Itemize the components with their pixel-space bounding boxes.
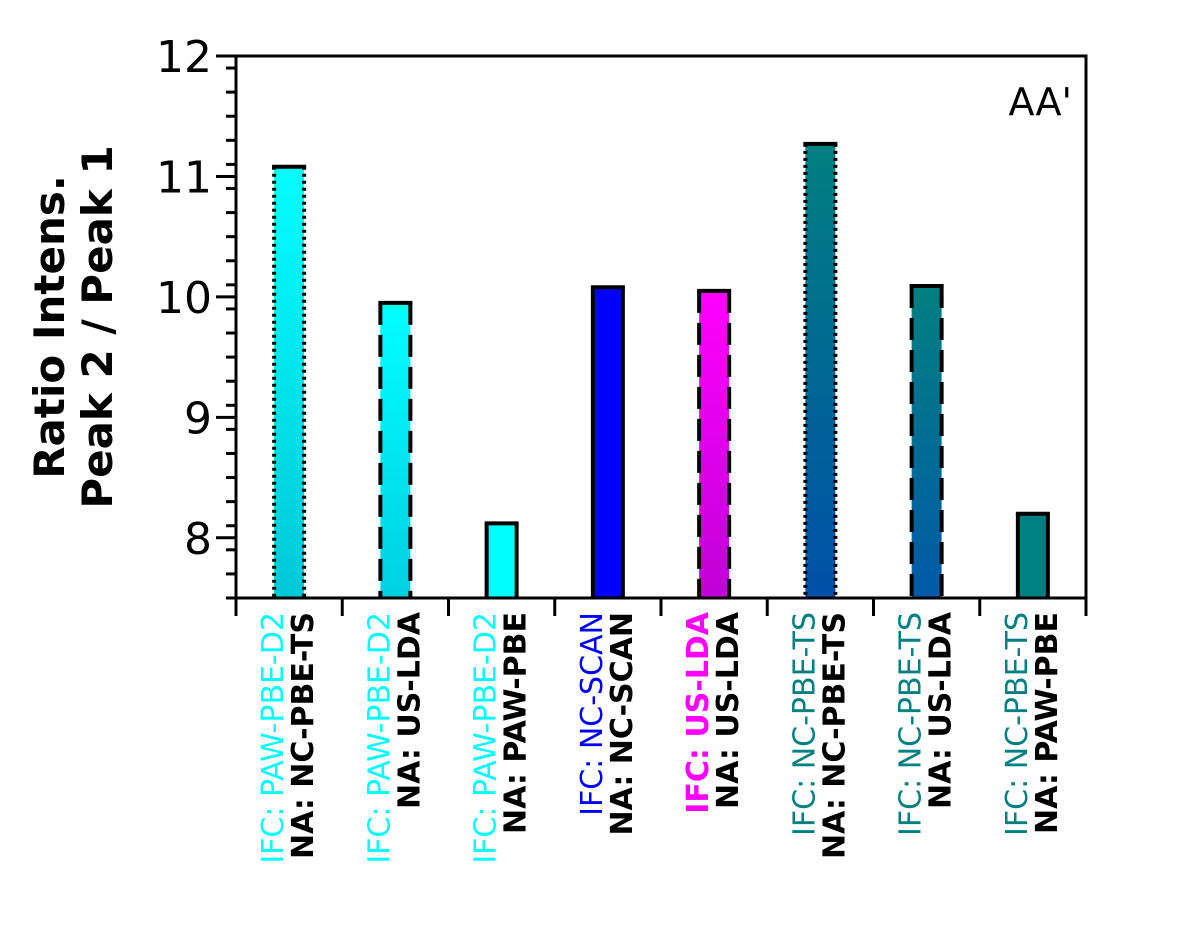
x-tick-label-na: NA: US-LDA — [392, 611, 427, 809]
y-tick-label: 11 — [156, 152, 212, 203]
bar-outline-1 — [272, 164, 307, 598]
x-tick-label-ifc: IFC: PAW-PBE-D2 — [256, 612, 291, 864]
x-tick-label-na: NA: PAW-PBE — [1030, 612, 1065, 834]
bar-outline-4 — [590, 285, 625, 598]
bar-5 — [699, 290, 730, 598]
bar-6 — [805, 143, 836, 598]
bar-outline-2 — [378, 300, 413, 598]
y-axis: 8 9 10 11 12 — [156, 32, 236, 600]
bar-outline-8 — [1015, 511, 1050, 598]
bar-outline-5 — [697, 288, 732, 598]
bar-3 — [486, 523, 517, 598]
bar-outline-6 — [803, 141, 838, 598]
x-tick-label-na: NA: NC-PBE-TS — [817, 612, 852, 859]
x-tick-label-ifc: IFC: PAW-PBE-D2 — [362, 612, 397, 864]
y-tick-label: 9 — [184, 393, 212, 444]
x-tick-label-ifc: IFC: US-LDA — [681, 611, 716, 814]
y-axis-label-line1: Ratio Intens. — [25, 175, 74, 479]
y-axis-label: Ratio Intens. Peak 2 / Peak 1 — [25, 145, 122, 508]
x-tick-label-na: NA: US-LDA — [711, 611, 746, 809]
x-tick-label-ifc: IFC: NC-PBE-TS — [1000, 612, 1035, 836]
bars — [272, 141, 1050, 598]
x-tick-label-ifc: IFC: NC-PBE-TS — [787, 612, 822, 836]
y-tick-label: 12 — [156, 32, 212, 83]
x-tick-label-na: NA: PAW-PBE — [499, 612, 534, 834]
bar-8 — [1017, 513, 1048, 598]
bar-outline-7 — [909, 284, 944, 598]
x-tick-label-na: NA: US-LDA — [924, 611, 959, 809]
bar-outline-3 — [484, 521, 519, 598]
chart-annotation: AA' — [1009, 80, 1073, 124]
y-tick-label: 8 — [184, 514, 212, 565]
bar-4 — [592, 287, 623, 598]
y-tick-label: 10 — [156, 273, 212, 324]
x-tick-label-ifc: IFC: PAW-PBE-D2 — [469, 612, 504, 864]
plot-frame — [234, 54, 1088, 600]
x-tick-label-na: NA: NC-SCAN — [605, 612, 640, 836]
x-tick-label-na: NA: NC-PBE-TS — [286, 612, 321, 859]
x-tick-label-ifc: IFC: NC-PBE-TS — [894, 612, 929, 836]
x-tick-label-ifc: IFC: NC-SCAN — [575, 612, 610, 816]
bar-2 — [380, 302, 411, 598]
bar-1 — [274, 166, 305, 598]
y-axis-label-line2: Peak 2 / Peak 1 — [73, 145, 122, 508]
bar-7 — [911, 286, 942, 598]
